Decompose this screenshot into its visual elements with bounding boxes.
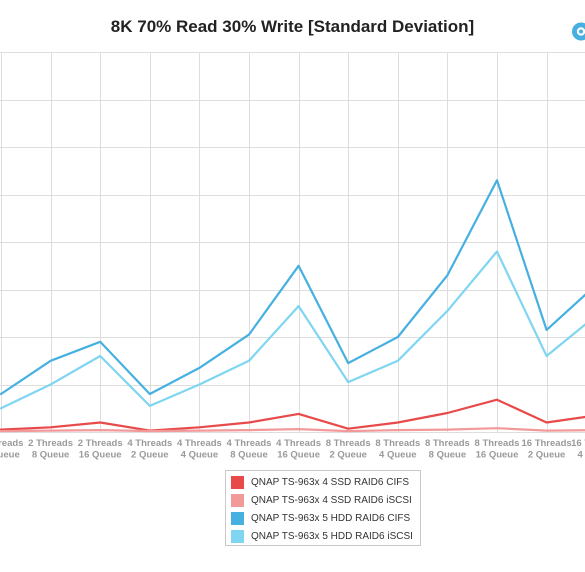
- legend-label: QNAP TS-963x 4 SSD RAID6 iSCSI: [251, 494, 412, 506]
- legend-item[interactable]: QNAP TS-963x 5 HDD RAID6 iSCSI: [226, 527, 420, 545]
- series-line-2: [0, 427, 585, 433]
- x-tick-label: 8 Threads 4 Queue: [375, 438, 420, 461]
- chart-title: 8K 70% Read 30% Write [Standard Deviatio…: [110, 17, 475, 36]
- x-tick-label: 8 Threads 16 Queue: [475, 438, 520, 461]
- x-tick-label: 2 Threads 16 Queue: [78, 438, 123, 461]
- series-line-1: [0, 398, 585, 432]
- series-line-4: [0, 250, 585, 410]
- legend-item[interactable]: QNAP TS-963x 4 SSD RAID6 iSCSI: [226, 491, 420, 509]
- x-tick-label: 4 Threads 8 Queue: [227, 438, 272, 461]
- legend-label: QNAP TS-963x 4 SSD RAID6 CIFS: [251, 476, 410, 488]
- legend-item[interactable]: QNAP TS-963x 5 HDD RAID6 CIFS: [226, 509, 420, 527]
- series-line-3: [0, 179, 585, 396]
- legend-label: QNAP TS-963x 5 HDD RAID6 CIFS: [251, 512, 411, 524]
- legend-swatch: [231, 529, 244, 543]
- logo-icon: [566, 22, 585, 41]
- legend-swatch: [231, 475, 244, 489]
- x-tick-label: 2 Threads 8 Queue: [28, 438, 73, 461]
- legend-label: QNAP TS-963x 5 HDD RAID6 iSCSI: [251, 530, 413, 542]
- x-tick-label: 8 Threads 8 Queue: [425, 438, 470, 461]
- x-tick-label: 16 Threads 2 Queue: [522, 438, 572, 461]
- legend-swatch: [231, 493, 244, 507]
- x-tick-label: 4 Threads 16 Queue: [276, 438, 321, 461]
- x-tick-label: 4 Threads 2 Queue: [127, 438, 172, 461]
- x-tick-label: 8 Threads 2 Queue: [326, 438, 371, 461]
- x-tick-label: 4 Threads 4 Queue: [177, 438, 222, 461]
- chart-legend: QNAP TS-963x 4 SSD RAID6 CIFS QNAP TS-963…: [225, 470, 421, 546]
- legend-swatch: [231, 511, 244, 525]
- legend-item[interactable]: QNAP TS-963x 4 SSD RAID6 CIFS: [226, 473, 420, 491]
